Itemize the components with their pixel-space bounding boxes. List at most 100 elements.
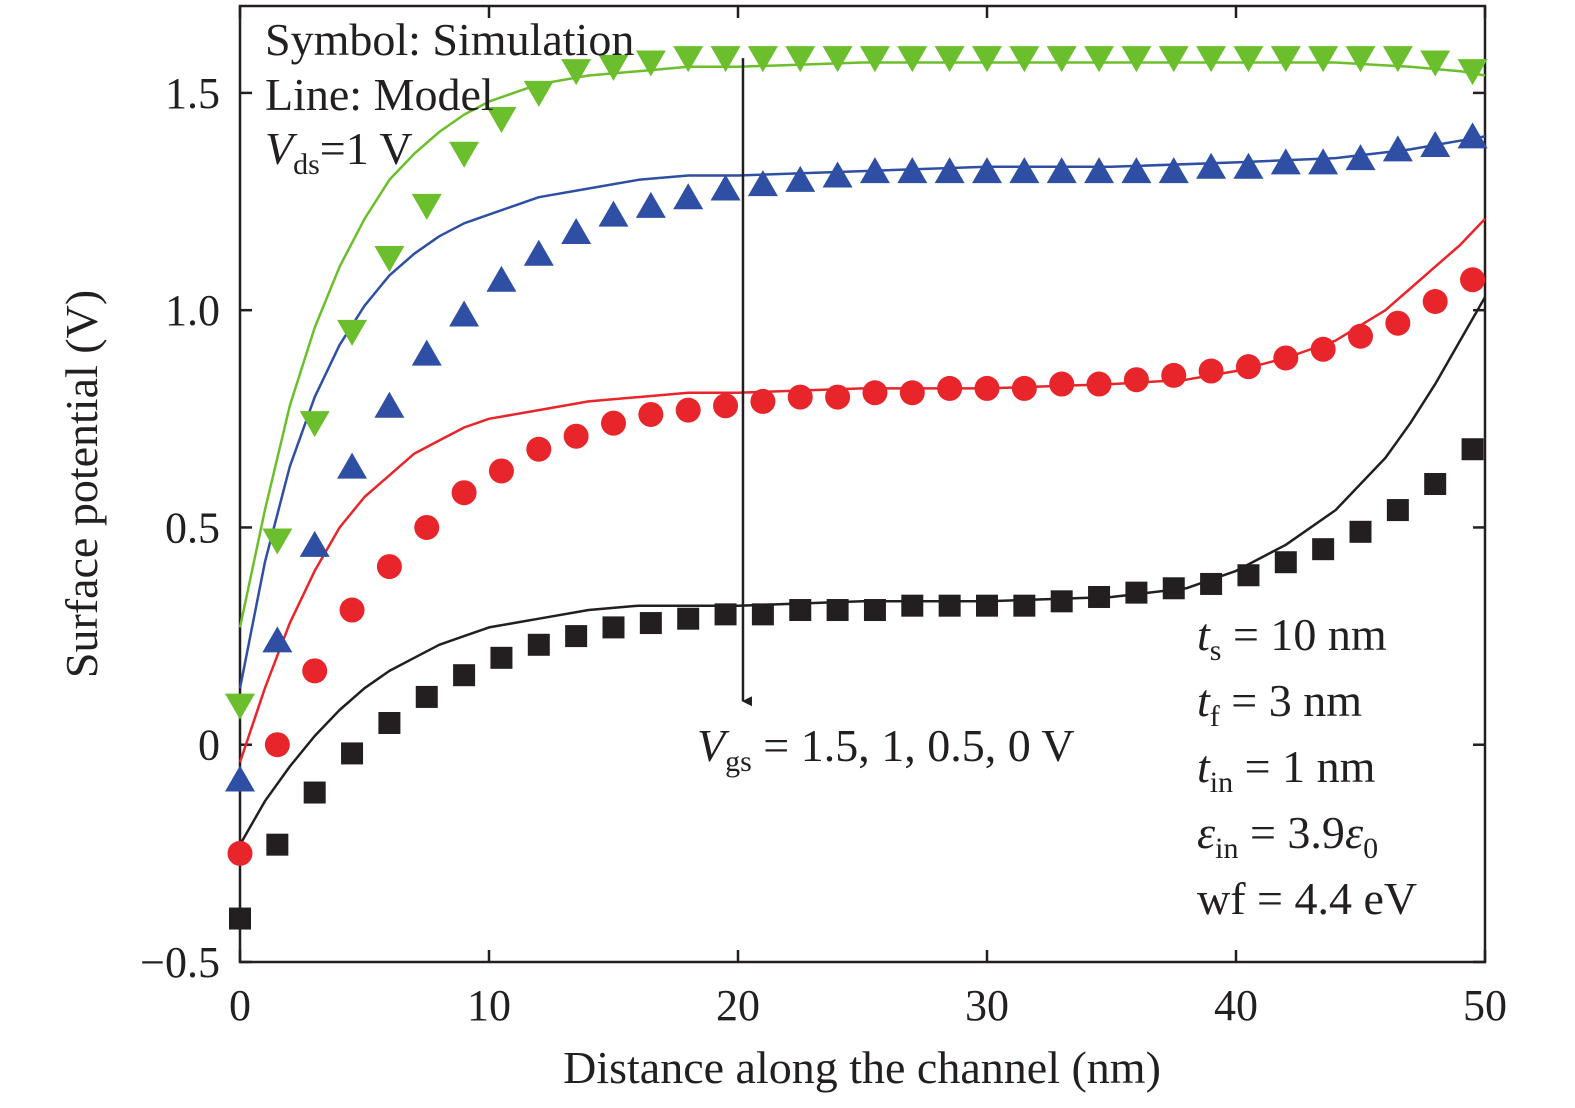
sim-point-series-0 [1420, 50, 1451, 77]
sim-point-series-3 [341, 742, 364, 765]
sim-point-series-3 [1013, 594, 1036, 617]
sim-point-series-0 [1345, 46, 1376, 73]
sim-point-series-1 [972, 157, 1002, 184]
sim-point-series-1 [635, 191, 666, 218]
sim-point-series-2 [937, 375, 963, 401]
sim-point-series-0 [1270, 46, 1301, 73]
sim-point-series-2 [414, 514, 440, 540]
param-eps0-sub: 0 [1363, 832, 1378, 865]
param-eps-sub: in [1215, 832, 1238, 865]
sim-point-series-1 [822, 161, 853, 188]
sim-point-series-0 [337, 319, 368, 346]
param-eps-var: ε [1197, 807, 1216, 858]
sim-point-series-2 [1198, 358, 1224, 384]
sim-point-series-1 [859, 157, 890, 184]
sim-point-series-2 [1460, 267, 1486, 293]
sim-point-series-0 [934, 46, 965, 73]
param-tin-value: = 1 nm [1233, 741, 1375, 792]
sim-point-series-3 [266, 833, 289, 856]
sim-point-series-3 [565, 625, 588, 648]
sim-point-series-2 [526, 436, 552, 462]
sim-point-series-2 [787, 384, 813, 410]
legend-vds-text: Vds=1 V [265, 123, 413, 181]
sim-point-series-0 [710, 46, 741, 73]
param-tin: tin = 1 nm [1197, 741, 1376, 799]
sim-point-series-3 [863, 599, 886, 622]
sim-point-series-2 [1086, 371, 1112, 397]
sim-point-series-1 [1382, 135, 1413, 162]
sim-point-series-1 [225, 765, 255, 792]
sim-point-series-1 [449, 300, 480, 327]
x-axis-title: Distance along the channel (nm) [563, 1042, 1161, 1093]
sim-point-series-0 [747, 46, 778, 73]
param-wf: wf = 4.4 eV [1197, 873, 1417, 924]
sim-point-series-0 [1046, 46, 1077, 73]
sim-point-series-2 [713, 393, 739, 419]
sim-point-series-0 [1196, 46, 1227, 73]
sim-point-series-1 [1420, 131, 1451, 158]
sim-point-series-1 [1308, 148, 1339, 175]
sim-point-series-0 [411, 193, 442, 220]
sim-point-series-2 [1235, 354, 1261, 380]
sim-point-series-3 [826, 599, 849, 622]
sim-point-series-1 [1233, 152, 1264, 179]
sim-point-series-3 [453, 664, 476, 687]
sim-point-series-2 [974, 375, 1000, 401]
sim-point-series-1 [299, 530, 330, 557]
x-tick-label: 10 [467, 981, 511, 1030]
sim-point-series-2 [601, 410, 626, 436]
sim-point-series-3 [1424, 473, 1447, 495]
sim-point-series-1 [785, 165, 816, 192]
sim-point-series-0 [1382, 46, 1413, 73]
sim-point-series-0 [1233, 46, 1264, 73]
sim-point-series-3 [938, 594, 961, 617]
x-tick-label: 20 [716, 981, 760, 1030]
sim-point-series-3 [1349, 520, 1372, 543]
sim-point-series-1 [598, 200, 629, 227]
sim-point-series-1 [337, 452, 368, 479]
sim-point-series-0 [225, 693, 255, 720]
sim-point-series-1 [1457, 122, 1488, 149]
sim-point-series-2 [1310, 336, 1336, 362]
sim-point-series-3 [229, 907, 251, 930]
sim-point-series-1 [1084, 157, 1115, 184]
param-tf-var: t [1197, 675, 1211, 726]
sim-point-series-2 [302, 658, 328, 684]
sim-point-series-0 [486, 106, 517, 133]
param-tin-sub: in [1210, 766, 1233, 799]
sim-point-series-3 [639, 612, 662, 635]
sim-point-series-3 [751, 603, 774, 626]
param-ts-sub: s [1210, 634, 1222, 667]
vgs-sub: gs [725, 745, 752, 778]
sim-point-series-0 [1158, 46, 1189, 73]
sim-point-series-2 [638, 401, 664, 427]
sim-point-series-0 [897, 46, 928, 73]
sim-point-series-1 [673, 183, 704, 210]
sim-point-series-1 [1270, 148, 1301, 175]
sim-point-series-2 [227, 840, 253, 866]
sim-point-series-0 [1308, 46, 1339, 73]
param-tf-value: = 3 nm [1220, 675, 1362, 726]
sim-point-series-0 [972, 46, 1002, 73]
sim-point-series-1 [897, 157, 928, 184]
axes: 0 10 20 30 40 50−0.500.51.01.5 [140, 4, 1507, 1030]
sim-point-series-2 [675, 397, 701, 423]
sim-point-series-0 [299, 411, 330, 438]
vds-value: =1 V [320, 123, 413, 174]
sim-point-series-1 [747, 170, 778, 197]
sim-point-series-0 [785, 46, 816, 73]
sim-point-series-2 [339, 597, 365, 623]
sim-point-series-2 [899, 380, 925, 406]
sim-point-series-0 [262, 528, 293, 555]
sim-point-series-3 [1125, 581, 1148, 604]
sim-point-series-1 [1196, 152, 1227, 179]
sim-point-series-3 [527, 633, 550, 656]
param-tin-var: t [1197, 741, 1211, 792]
sim-point-series-2 [563, 423, 589, 449]
x-tick-label: 50 [1463, 981, 1507, 1030]
sim-point-series-0 [673, 46, 704, 73]
sim-point-series-2 [750, 388, 776, 414]
sim-point-series-2 [1161, 362, 1187, 388]
sim-point-series-0 [859, 46, 890, 73]
param-eps0-var: ε [1345, 807, 1364, 858]
